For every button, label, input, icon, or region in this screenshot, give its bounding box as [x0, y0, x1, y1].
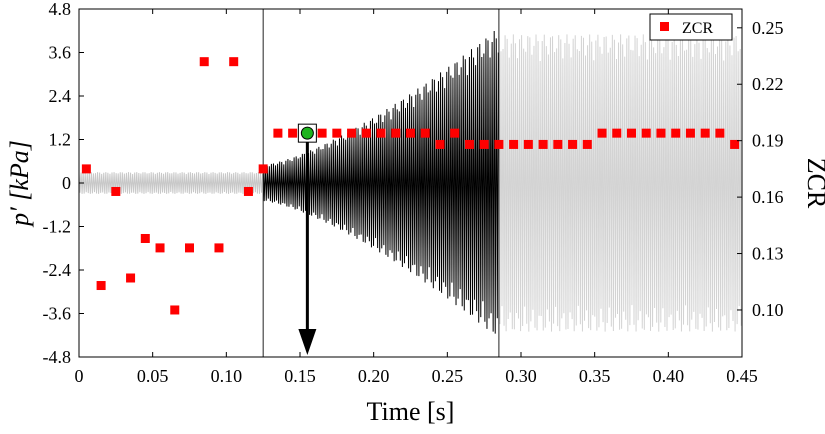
x-tick-label: 0.45: [726, 366, 758, 386]
y-right-tick-label: 0.22: [752, 74, 784, 94]
x-tick-label: 0.05: [137, 366, 169, 386]
zcr-point: [406, 128, 415, 138]
zcr-point: [730, 139, 740, 149]
x-tick-label: 0.25: [432, 366, 464, 386]
zcr-point: [450, 128, 460, 138]
zcr-point: [376, 128, 386, 138]
y-left-tick-label: 1.2: [49, 130, 72, 150]
y-left-tick-label: -2.4: [43, 260, 72, 280]
zcr-point: [582, 139, 592, 149]
zcr-point-highlight: [300, 126, 314, 140]
x-tick-label: 0.40: [653, 366, 685, 386]
zcr-point: [332, 128, 342, 138]
legend-zcr-swatch: [660, 22, 669, 31]
zcr-point: [627, 128, 636, 138]
x-tick-label: 0.35: [579, 366, 611, 386]
y-right-tick-label: 0.16: [752, 187, 784, 207]
zcr-point: [715, 128, 725, 138]
signal-segment-growth: [262, 30, 499, 334]
zcr-point: [391, 128, 401, 138]
x-tick-label: 0.10: [211, 366, 243, 386]
y-left-tick-label: 2.4: [49, 86, 72, 106]
y-right-tick-label: 0.25: [752, 18, 784, 38]
vertical-lines: [262, 9, 500, 357]
zcr-point: [347, 128, 357, 138]
y-left-tick-label: -3.6: [43, 304, 72, 324]
zcr-point: [140, 233, 150, 243]
signal-segment-limit-cycle: [498, 34, 742, 332]
zcr-point: [612, 128, 622, 138]
zcr-point: [700, 128, 710, 138]
zcr-point: [538, 139, 548, 149]
zcr-point: [641, 128, 651, 138]
y-left-tick-label: -1.2: [43, 217, 72, 237]
zcr-point: [685, 128, 695, 138]
zcr-markers: [81, 57, 740, 315]
y-right-axis-ticks: 0.25 0.22 0.19 0.16 0.13 0.10: [737, 18, 784, 320]
zcr-point: [361, 128, 371, 138]
x-tick-label: 0.15: [284, 366, 316, 386]
zcr-point: [155, 243, 165, 253]
x-axis-title: Time [s]: [367, 397, 455, 426]
zcr-point: [420, 128, 430, 138]
zcr-point: [214, 243, 224, 253]
zcr-point: [243, 186, 253, 196]
legend: ZCR: [649, 13, 733, 41]
y-left-tick-label: 0: [62, 173, 71, 193]
zcr-point: [597, 128, 607, 138]
y-left-axis-ticks: 4.8 3.6 2.4 1.2 0 -1.2 -2.4 -3.6 -4.8: [43, 0, 84, 367]
zcr-point: [126, 273, 136, 283]
zcr-point: [111, 186, 121, 196]
zcr-point: [170, 305, 180, 315]
zcr-point: [96, 281, 106, 291]
zcr-point: [464, 139, 474, 149]
zcr-point: [185, 243, 194, 253]
legend-zcr-label: ZCR: [682, 20, 713, 37]
onset-arrow: [298, 141, 317, 355]
zcr-point: [509, 139, 519, 149]
zcr-point: [568, 139, 578, 149]
zcr-point: [258, 164, 268, 174]
y-right-tick-label: 0.10: [752, 300, 784, 320]
arrow-head: [298, 329, 317, 355]
zcr-point: [494, 139, 504, 149]
zcr-point: [317, 128, 327, 138]
zcr-point: [523, 139, 533, 149]
y-right-axis-title: ZCR: [802, 158, 825, 209]
zcr-point: [273, 128, 283, 138]
zcr-point: [288, 128, 298, 138]
y-right-tick-label: 0.19: [752, 131, 784, 151]
x-tick-label: 0.30: [505, 366, 537, 386]
pressure-signal: [78, 30, 742, 334]
x-axis-ticks: 0 0.05 0.10 0.15 0.20 0.25 0.30 0.35 0.40 0.45: [75, 9, 758, 386]
zcr-point: [81, 164, 91, 174]
zcr-point: [656, 128, 666, 138]
zcr-point: [479, 139, 489, 149]
zcr-point: [671, 128, 681, 138]
y-right-tick-label: 0.13: [752, 244, 784, 264]
y-left-tick-label: -4.8: [43, 347, 72, 367]
y-left-tick-label: 4.8: [49, 0, 72, 19]
zcr-point: [199, 57, 209, 67]
x-tick-label: 0.20: [358, 366, 390, 386]
x-tick-label: 0: [75, 366, 84, 386]
signal-segment-pre-onset: [78, 172, 264, 194]
zcr-point: [229, 57, 239, 67]
zcr-point: [553, 139, 563, 149]
zcr-point: [435, 139, 445, 149]
y-left-tick-label: 3.6: [49, 43, 72, 63]
y-left-axis-title: p′ [kPa]: [5, 140, 34, 228]
